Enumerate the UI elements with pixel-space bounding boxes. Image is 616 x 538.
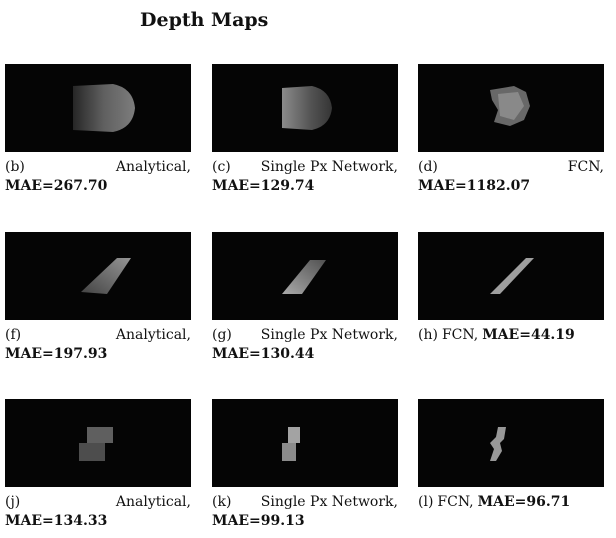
method-name: Single Px Network, <box>260 494 398 510</box>
depth-map-image-b <box>5 64 191 152</box>
method-name: Single Px Network, <box>260 327 398 343</box>
panel-label: (f) <box>5 327 22 343</box>
method-name: FCN, <box>567 159 604 175</box>
depth-map-image-l <box>418 399 604 487</box>
caption-c: (c) Single Px Network, MAE=129.74 <box>212 158 398 196</box>
method-name: Analytical, <box>115 494 191 510</box>
mae-value: MAE=99.13 <box>212 513 305 529</box>
depth-map-image-f <box>5 232 191 320</box>
mae-value: MAE=96.71 <box>477 494 571 510</box>
depth-map-image-g <box>212 232 398 320</box>
caption-j: (j) Analytical, MAE=134.33 <box>5 493 191 531</box>
caption-k: (k) Single Px Network, MAE=99.13 <box>212 493 398 531</box>
mae-value: MAE=197.93 <box>5 346 108 362</box>
method-name: Analytical, <box>115 159 191 175</box>
mae-value: MAE=129.74 <box>212 178 315 194</box>
method-name: Single Px Network, <box>260 159 398 175</box>
panel-label: (c) <box>212 159 231 175</box>
mae-value: MAE=1182.07 <box>418 178 531 194</box>
method-name: Analytical, <box>115 327 191 343</box>
caption-l: (l) FCN, MAE=96.71 <box>418 493 604 512</box>
panel-label: (l) <box>418 494 434 510</box>
method-name: FCN, <box>437 494 474 510</box>
caption-h: (h) FCN, MAE=44.19 <box>418 326 604 345</box>
mae-value: MAE=130.44 <box>212 346 315 362</box>
depth-map-image-h <box>418 232 604 320</box>
depth-map-image-k <box>212 399 398 487</box>
caption-g: (g) Single Px Network, MAE=130.44 <box>212 326 398 364</box>
mae-value: MAE=267.70 <box>5 178 108 194</box>
method-name: FCN, <box>441 327 479 343</box>
panel-label: (h) <box>418 327 438 343</box>
panel-label: (g) <box>212 327 232 343</box>
panel-label: (b) <box>5 159 25 175</box>
depth-map-image-j <box>5 399 191 487</box>
panel-label: (j) <box>5 494 21 510</box>
caption-d: (d) FCN, MAE=1182.07 <box>418 158 604 196</box>
figure-title: Depth Maps <box>140 9 269 31</box>
depth-map-image-c <box>212 64 398 152</box>
panel-label: (d) <box>418 159 438 175</box>
mae-value: MAE=44.19 <box>482 327 575 343</box>
depth-map-image-d <box>418 64 604 152</box>
panel-label: (k) <box>212 494 232 510</box>
caption-f: (f) Analytical, MAE=197.93 <box>5 326 191 364</box>
caption-b: (b) Analytical, MAE=267.70 <box>5 158 191 196</box>
mae-value: MAE=134.33 <box>5 513 108 529</box>
